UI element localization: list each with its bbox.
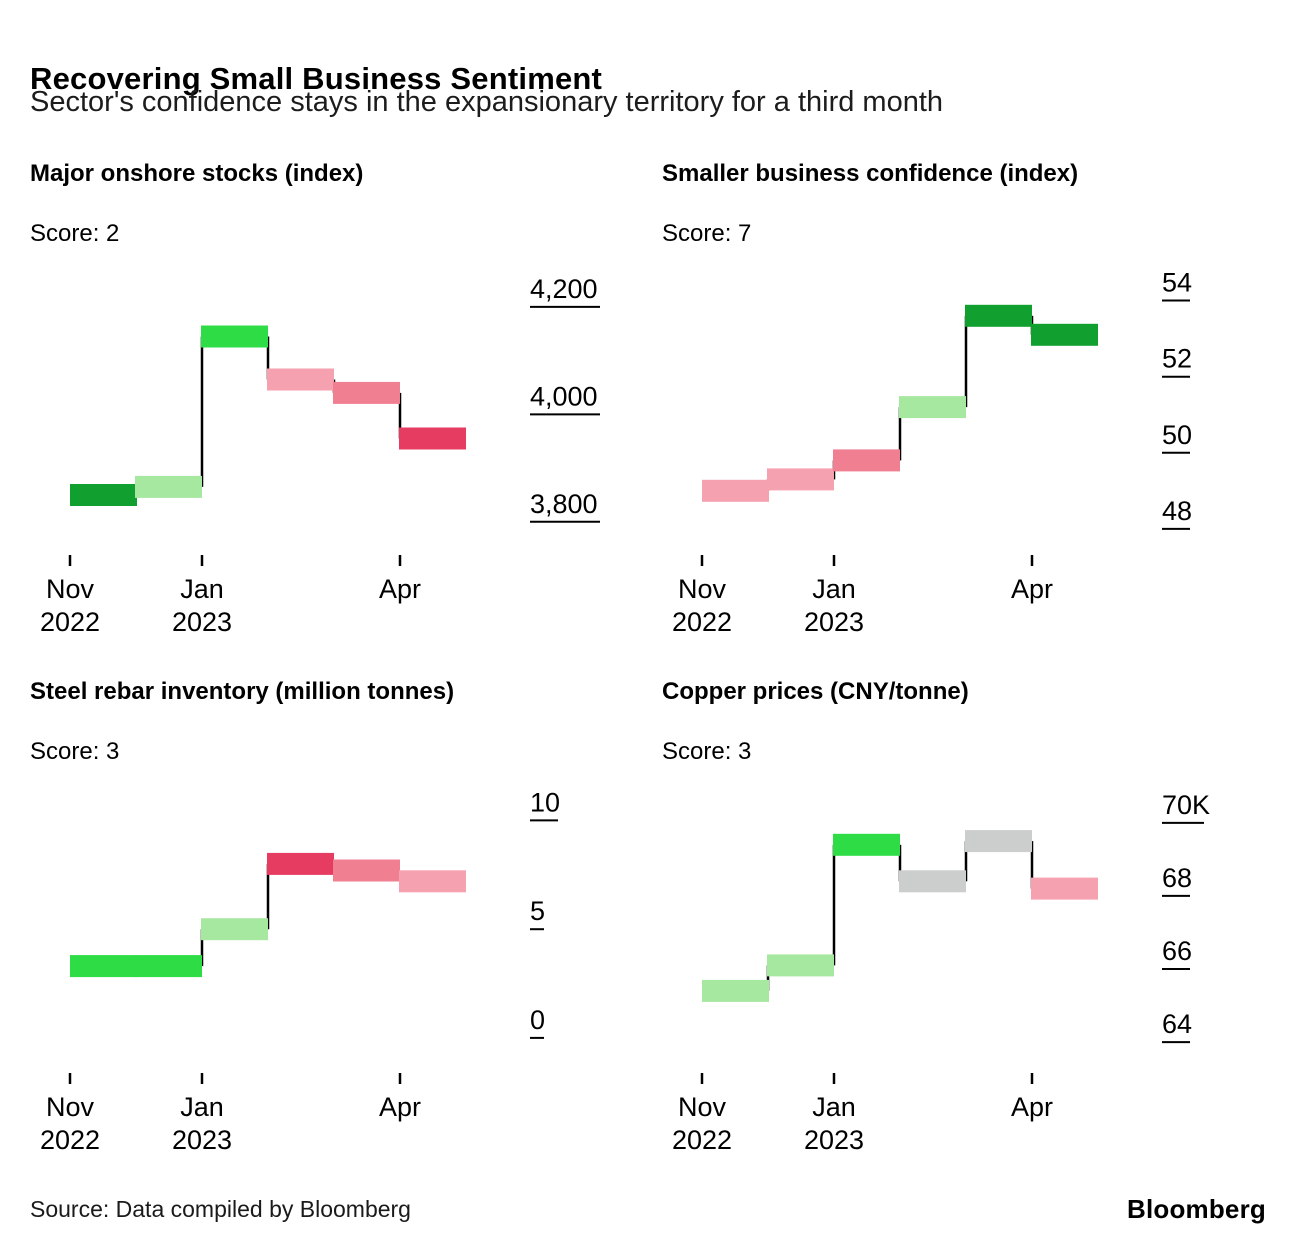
svg-text:Jan: Jan xyxy=(180,574,224,604)
svg-text:10: 10 xyxy=(530,787,560,817)
svg-text:66: 66 xyxy=(1162,936,1192,966)
panel-title-copper-prices: Copper prices (CNY/tonne) xyxy=(662,678,969,705)
svg-text:Jan: Jan xyxy=(812,1092,856,1122)
svg-text:2022: 2022 xyxy=(672,1125,732,1155)
svg-text:Jan: Jan xyxy=(812,574,856,604)
svg-text:Nov: Nov xyxy=(46,574,95,604)
panel-title-steel-rebar-inventory: Steel rebar inventory (million tonnes) xyxy=(30,678,455,705)
svg-text:48: 48 xyxy=(1162,496,1192,526)
panel-major-onshore-stocks: Major onshore stocks (index) Score: 2 4,… xyxy=(30,160,636,665)
svg-text:64: 64 xyxy=(1162,1009,1192,1039)
panel-copper-prices: Copper prices (CNY/tonne) Score: 3 70K 68… xyxy=(662,678,1268,1183)
svg-text:Nov: Nov xyxy=(46,1092,95,1122)
svg-text:Apr: Apr xyxy=(379,1092,421,1122)
svg-text:Apr: Apr xyxy=(379,574,421,604)
source-note: Source: Data compiled by Bloomberg xyxy=(30,1196,411,1222)
panel-steel-rebar-inventory: Steel rebar inventory (million tonnes) S… xyxy=(30,678,636,1183)
svg-text:Nov: Nov xyxy=(678,574,727,604)
svg-text:2023: 2023 xyxy=(804,1125,864,1155)
panel-smaller-business-confidence: Smaller business confidence (index) Scor… xyxy=(662,160,1268,665)
score-label-copper-prices: Score: 3 xyxy=(662,738,752,765)
svg-text:Apr: Apr xyxy=(1011,574,1053,604)
svg-text:52: 52 xyxy=(1162,344,1192,374)
score-label-steel-rebar-inventory: Score: 3 xyxy=(30,738,120,765)
svg-text:5: 5 xyxy=(530,896,545,926)
svg-text:70K: 70K xyxy=(1162,790,1210,820)
svg-text:0: 0 xyxy=(530,1005,545,1035)
svg-text:50: 50 xyxy=(1162,420,1192,450)
svg-text:54: 54 xyxy=(1162,268,1192,298)
panel-title-major-onshore-stocks: Major onshore stocks (index) xyxy=(30,160,364,187)
svg-text:4,000: 4,000 xyxy=(530,381,598,411)
svg-text:2022: 2022 xyxy=(672,607,732,637)
score-label-smaller-business-confidence: Score: 7 xyxy=(662,220,752,247)
svg-text:2023: 2023 xyxy=(804,607,864,637)
svg-text:3,800: 3,800 xyxy=(530,489,598,519)
svg-text:2023: 2023 xyxy=(172,1125,232,1155)
svg-text:2022: 2022 xyxy=(40,607,100,637)
page-subtitle: Sector's confidence stays in the expansi… xyxy=(30,86,944,118)
score-label-major-onshore-stocks: Score: 2 xyxy=(30,220,120,247)
svg-text:Jan: Jan xyxy=(180,1092,224,1122)
svg-text:68: 68 xyxy=(1162,863,1192,893)
svg-text:2022: 2022 xyxy=(40,1125,100,1155)
page-title: Recovering Small Business Sentiment xyxy=(30,60,603,96)
panel-title-smaller-business-confidence: Smaller business confidence (index) xyxy=(662,160,1079,187)
svg-text:Apr: Apr xyxy=(1011,1092,1053,1122)
svg-text:Nov: Nov xyxy=(678,1092,727,1122)
bloomberg-logo: Bloomberg xyxy=(1126,1194,1266,1224)
svg-text:2023: 2023 xyxy=(172,607,232,637)
svg-text:4,200: 4,200 xyxy=(530,274,598,304)
